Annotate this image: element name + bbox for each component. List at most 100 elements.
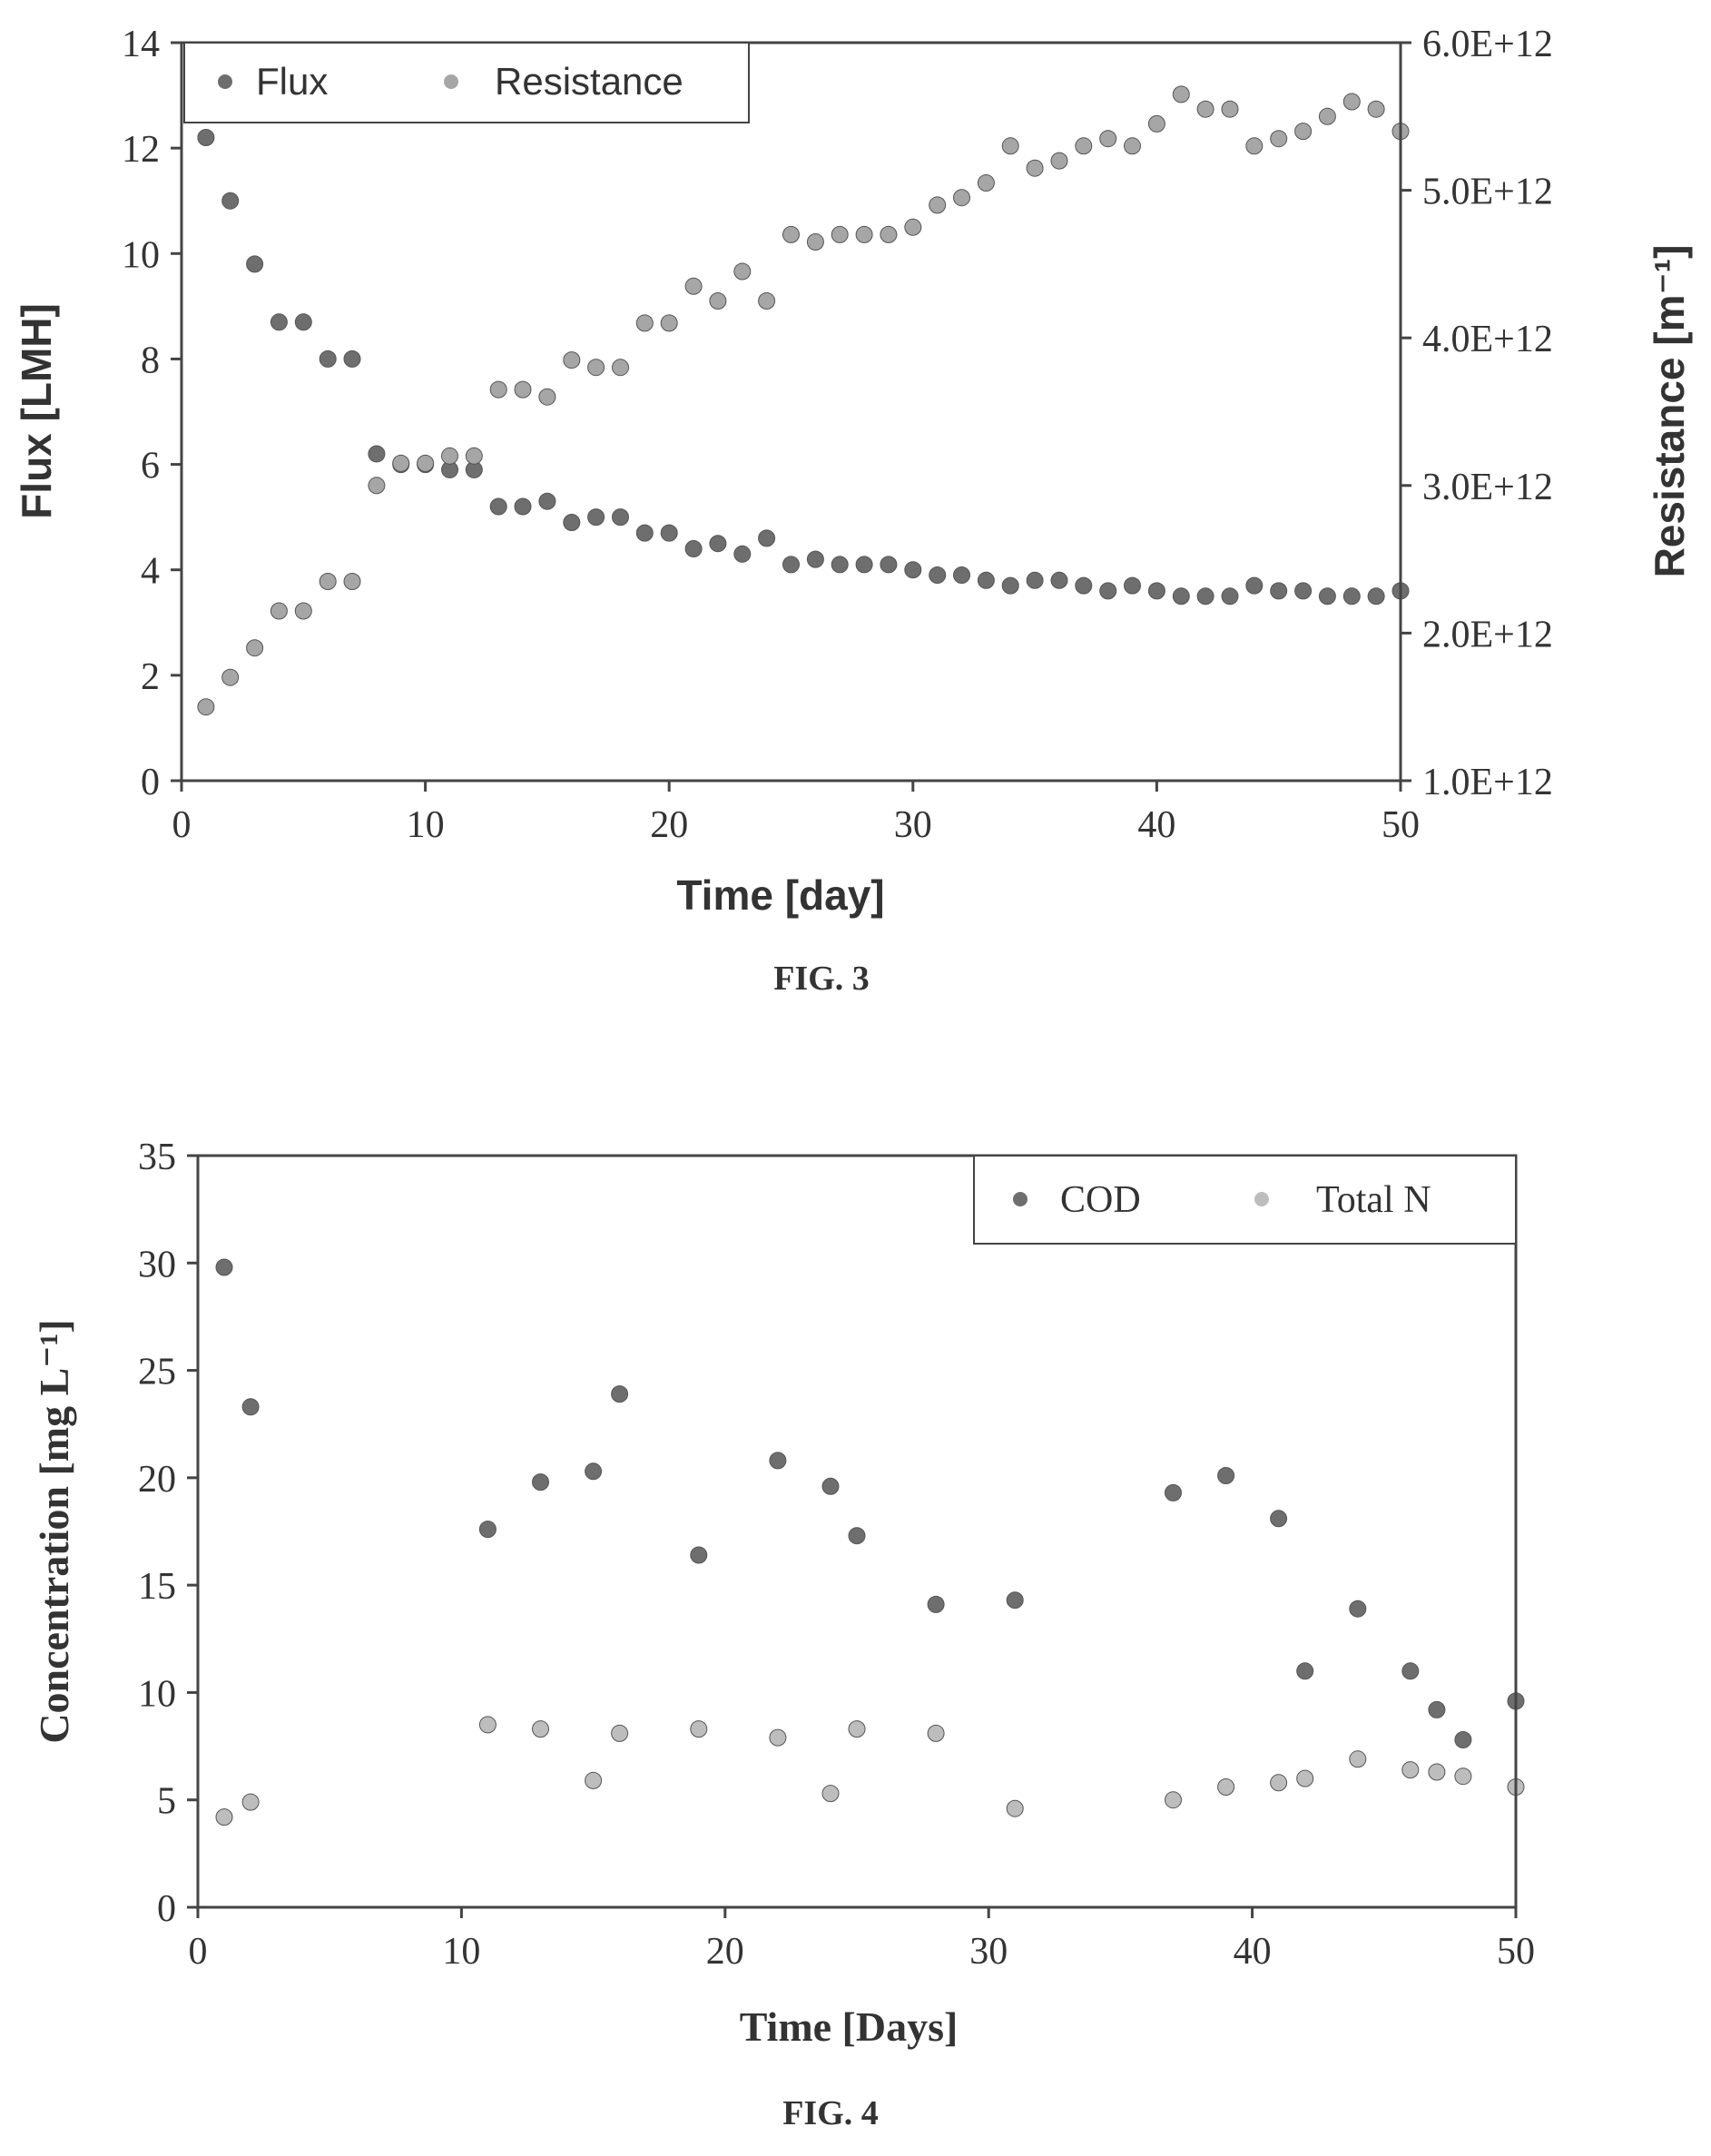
fig3-point-resistance (489, 380, 507, 399)
fig4-y-ticks: 0 5 10 15 20 25 30 35 (138, 1137, 198, 1930)
fig3-point-flux (1221, 587, 1239, 605)
fig3-point-resistance (758, 292, 776, 310)
fig3-point-resistance (1050, 152, 1068, 170)
fig3-y-tick-label: 4 (141, 551, 160, 593)
fig3-point-resistance (977, 174, 995, 192)
fig3-x-tick-label: 30 (894, 804, 932, 846)
fig3-point-flux (612, 508, 629, 527)
fig3-point-resistance (1147, 114, 1165, 133)
fig3-point-flux (806, 550, 824, 568)
fig4-point-total-n (769, 1728, 787, 1747)
fig3-point-flux (514, 497, 532, 516)
fig3-point-resistance (417, 454, 435, 472)
fig4-point-cod (821, 1477, 840, 1495)
fig3-point-flux (880, 556, 898, 574)
fig3-point-resistance (904, 218, 922, 236)
fig3-y2-tick-label: 1.0E+12 (1422, 762, 1553, 803)
fig4-point-total-n (1006, 1799, 1024, 1817)
fig3-y2-tick-label: 4.0E+12 (1422, 319, 1553, 360)
fig4-caption: FIG. 4 (782, 2094, 879, 2132)
fig4-point-cod (1296, 1662, 1314, 1680)
fig4-point-cod (1349, 1600, 1367, 1618)
fig4-point-total-n (821, 1785, 840, 1803)
fig3-point-resistance (514, 380, 532, 399)
fig3-legend-label-resistance: Resistance (495, 60, 683, 103)
fig3-y-tick-label: 2 (141, 656, 160, 698)
fig3-legend-marker-resistance (444, 74, 458, 89)
fig3-point-resistance (880, 225, 898, 243)
fig3-x-tick-label: 0 (172, 804, 192, 846)
fig3-point-resistance (294, 602, 312, 620)
fig3-y-tick-label: 0 (141, 762, 160, 803)
fig3-y-tick-label: 14 (122, 24, 160, 65)
fig4-point-total-n (215, 1808, 233, 1826)
fig3-point-resistance (1318, 107, 1336, 125)
fig3-point-flux (1294, 582, 1313, 600)
fig4-x-tick-label: 0 (189, 1931, 208, 1973)
fig3-point-resistance (270, 602, 288, 620)
fig4-y-tick-label: 30 (138, 1244, 176, 1285)
fig3-point-resistance (929, 196, 947, 214)
fig4-y-axis-label: Concentration [mg L⁻¹] (31, 1319, 77, 1743)
fig3-chart: 0 10 20 30 40 50 0 2 4 6 8 10 12 14 1.0E+12 2.0E+12 3.… (13, 24, 1693, 998)
fig4-y-tick-label: 20 (138, 1459, 176, 1501)
fig3-point-flux (1026, 571, 1044, 589)
fig3-point-flux (1245, 576, 1264, 595)
fig4-point-cod (1401, 1662, 1420, 1680)
fig3-y-ticks: 0 2 4 6 8 10 12 14 (122, 24, 182, 803)
fig3-point-flux (953, 566, 970, 584)
fig4-legend-marker-cod (1013, 1192, 1028, 1206)
fig4-point-total-n (1296, 1769, 1314, 1787)
fig4-point-cod (769, 1452, 787, 1470)
fig4-y-tick-label: 0 (157, 1888, 176, 1930)
fig3-point-resistance (1075, 137, 1093, 155)
fig3-point-resistance (855, 225, 873, 243)
fig3-point-resistance (1124, 137, 1141, 155)
fig3-point-resistance (465, 447, 483, 465)
fig4-point-total-n (1401, 1761, 1420, 1779)
fig3-x-tick-label: 20 (650, 804, 688, 846)
fig4-x-tick-label: 10 (442, 1931, 480, 1973)
fig3-point-flux (1001, 576, 1019, 595)
fig3-legend: Flux Resistance (183, 42, 750, 123)
fig4-legend-box (973, 1155, 1517, 1245)
fig3-y2-tick-label: 6.0E+12 (1422, 24, 1553, 65)
fig3-point-resistance (953, 189, 970, 207)
fig3-point-resistance (1172, 85, 1190, 103)
fig3-y-tick-label: 10 (122, 234, 160, 276)
fig3-point-resistance (1342, 93, 1361, 111)
fig3-legend-label-flux: Flux (256, 60, 328, 103)
fig3-point-flux (246, 255, 264, 273)
fig3-point-resistance (806, 233, 824, 251)
fig3-point-flux (1342, 587, 1361, 605)
fig3-point-resistance (782, 225, 800, 243)
fig3-point-resistance (1026, 159, 1044, 177)
fig4-x-tick-label: 50 (1497, 1931, 1535, 1973)
fig4-x-axis-label: Time [Days] (740, 2003, 959, 2050)
fig4-point-cod (611, 1385, 629, 1403)
fig3-y-axis-label: Flux [LMH] (13, 303, 60, 519)
fig3-point-flux (660, 524, 678, 542)
fig3-legend-marker-flux (218, 74, 232, 89)
fig3-point-resistance (441, 447, 458, 465)
fig4-point-total-n (927, 1724, 945, 1742)
fig3-point-resistance (1196, 100, 1214, 118)
fig4-point-total-n (848, 1720, 866, 1738)
fig3-caption: FIG. 3 (773, 960, 870, 998)
fig3-point-flux (197, 129, 215, 146)
fig4-point-total-n (1428, 1763, 1446, 1781)
fig4-data-points (215, 1258, 1525, 1826)
fig3-point-resistance (246, 639, 264, 657)
fig4-y-tick-label: 15 (138, 1566, 176, 1608)
fig3-point-resistance (660, 314, 678, 332)
fig3-x-tick-label: 50 (1382, 804, 1420, 846)
fig3-y-tick-label: 12 (122, 129, 160, 171)
fig3-point-flux (563, 514, 581, 531)
fig3-point-flux (684, 540, 703, 557)
fig3-point-resistance (1221, 100, 1239, 118)
fig4-point-total-n (1349, 1750, 1367, 1768)
fig3-y2-tick-label: 2.0E+12 (1422, 614, 1553, 655)
fig4-point-total-n (585, 1771, 603, 1789)
fig4-point-total-n (611, 1724, 629, 1742)
fig3-point-resistance (343, 573, 361, 590)
